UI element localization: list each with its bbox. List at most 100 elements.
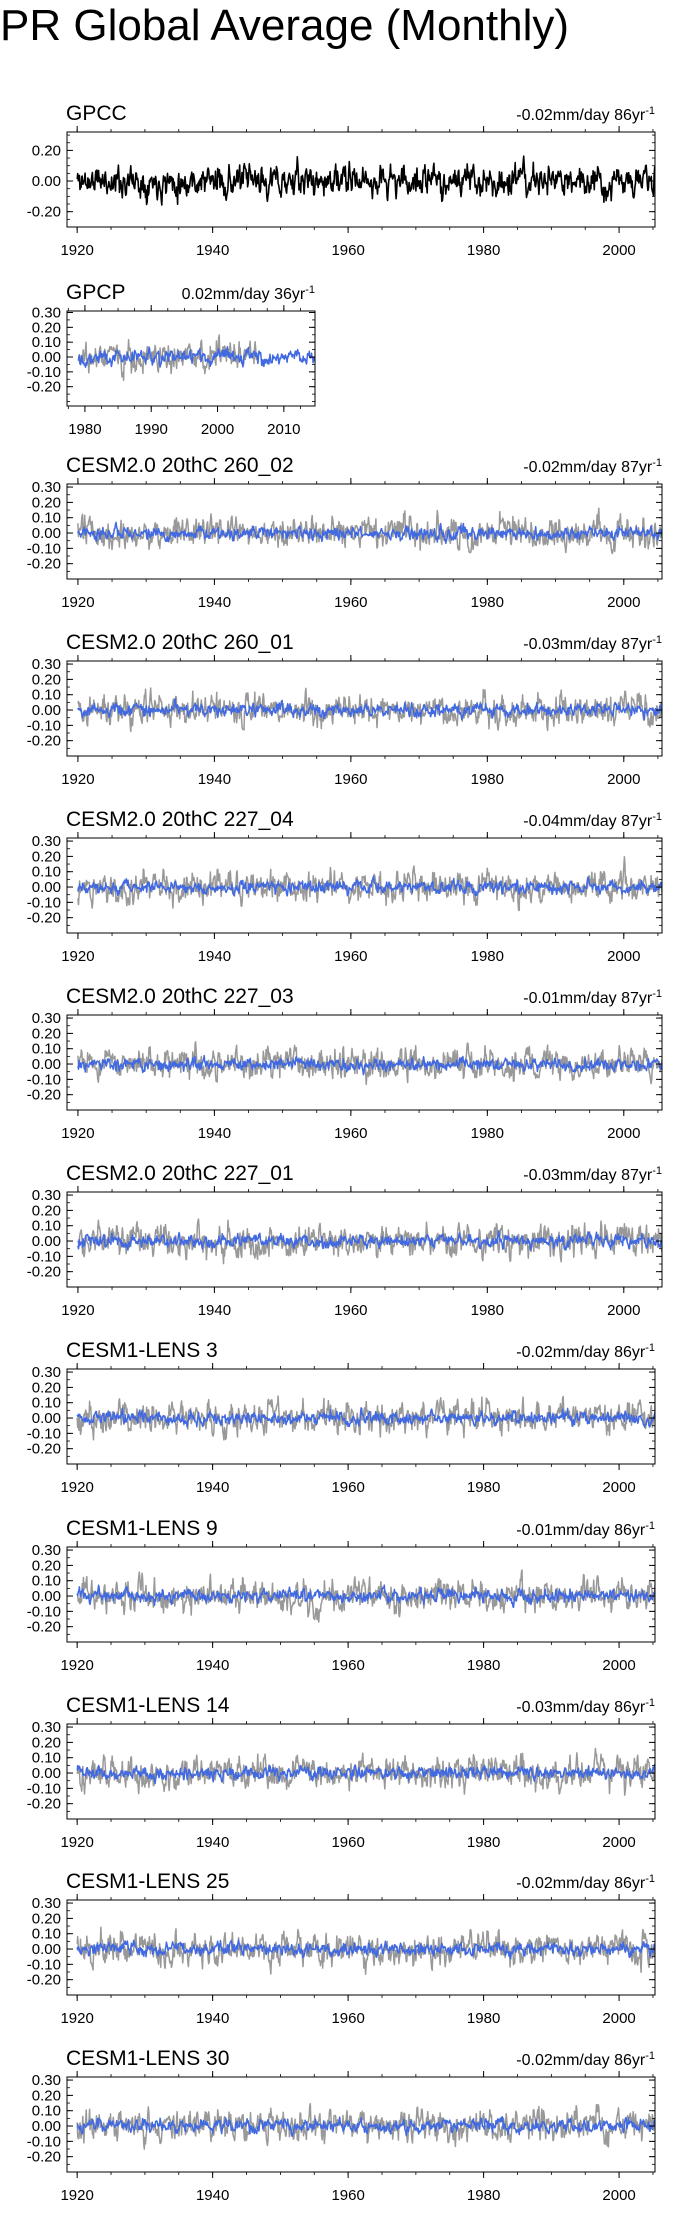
- plot-frame: [66, 1368, 656, 1465]
- trend-value: -0.03mm/day 87yr: [523, 636, 653, 653]
- panel-title: CESM2.0 20thC 227_03: [66, 985, 294, 1008]
- trend-exponent: -1: [645, 1342, 655, 1354]
- x-tick-label: 1960: [331, 1479, 364, 1496]
- y-tick-label: -0.20: [27, 1796, 61, 1813]
- x-tick-label: 1960: [331, 1834, 364, 1851]
- x-tick-label: 1980: [467, 1834, 500, 1851]
- y-tick-label: 0.00: [32, 1765, 61, 1782]
- y-tick-label: 0.20: [32, 848, 61, 865]
- x-tick-label: 1980: [467, 242, 500, 259]
- trend-exponent: -1: [652, 988, 662, 1000]
- x-tick-label: 1920: [61, 948, 94, 965]
- panel-trend: 0.02mm/day 36yr-1: [182, 284, 315, 303]
- y-tick-label: 0.30: [32, 1895, 61, 1912]
- x-tick-label: 1920: [60, 1657, 93, 1674]
- plot-frame: [66, 310, 316, 407]
- x-tick-label: 1960: [334, 1125, 367, 1142]
- series-line-reference: [76, 2102, 655, 2150]
- x-tick-label: 2000: [201, 421, 234, 438]
- panel-title: GPCC: [66, 102, 127, 125]
- series-line-main: [77, 1230, 662, 1251]
- panel-title: CESM1-LENS 30: [66, 2047, 229, 2070]
- series-line-main: [77, 875, 662, 897]
- plot-frame: [66, 483, 663, 580]
- y-tick-label: 0.00: [32, 1588, 61, 1605]
- y-tick-label: -0.20: [27, 1264, 61, 1281]
- x-tick-label: 2000: [607, 1125, 640, 1142]
- trend-value: -0.03mm/day 87yr: [523, 1167, 653, 1184]
- y-tick-label: 0.20: [32, 1202, 61, 1219]
- trend-value: -0.01mm/day 86yr: [516, 1522, 646, 1539]
- x-tick-label: 1960: [331, 2010, 364, 2027]
- plot-frame: [66, 1546, 656, 1643]
- panel-8: 0.300.200.100.00-0.10-0.20 1920 1940 1960 19…: [27, 1339, 656, 1496]
- y-tick-label: 0.20: [32, 1557, 61, 1574]
- y-tick-label: -0.20: [27, 1619, 61, 1636]
- panel-5: 0.300.200.100.00-0.10-0.20 1920 1940 1960 19…: [27, 808, 663, 965]
- y-tick-label: 0.00: [32, 2118, 61, 2135]
- panel-trend: -0.02mm/day 86yr-1: [516, 1342, 655, 1361]
- trend-exponent: -1: [305, 284, 315, 296]
- y-tick-label: -0.20: [27, 910, 61, 927]
- y-tick-label: -0.20: [27, 379, 61, 396]
- panel-3: 0.300.200.100.00-0.10-0.20 1920 1940 1960 19…: [27, 454, 663, 611]
- y-tick-label: 0.10: [32, 864, 61, 881]
- y-tick-label: -0.10: [27, 1425, 61, 1442]
- y-tick-label: -0.10: [27, 2133, 61, 2150]
- y-tick-label: 0.10: [32, 1573, 61, 1590]
- x-tick-label: 1940: [198, 771, 231, 788]
- panel-title: CESM1-LENS 25: [66, 1870, 229, 1893]
- panel-6: 0.300.200.100.00-0.10-0.20 1920 1940 1960 19…: [27, 985, 663, 1142]
- series-line-reference: [76, 1747, 655, 1796]
- y-tick-label: 0.10: [32, 1041, 61, 1058]
- y-tick-label: -0.10: [27, 364, 61, 381]
- panel-title: CESM1-LENS 9: [66, 1517, 218, 1540]
- y-tick-label: 0.20: [32, 494, 61, 511]
- page-title: PR Global Average (Monthly): [0, 1, 570, 50]
- panel-trend: -0.03mm/day 86yr-1: [516, 1697, 655, 1716]
- y-tick-label: 0.00: [32, 879, 61, 896]
- y-tick-label: -0.10: [27, 1071, 61, 1088]
- x-tick-label: 1920: [60, 2187, 93, 2204]
- panel-trend: -0.02mm/day 87yr-1: [523, 457, 662, 476]
- x-tick-label: 2000: [607, 948, 640, 965]
- y-tick-label: 0.00: [32, 349, 61, 366]
- y-tick-label: 0.10: [32, 2103, 61, 2120]
- y-tick-label: -0.20: [27, 733, 61, 750]
- y-tick-label: -0.10: [27, 1780, 61, 1797]
- x-tick-label: 1980: [467, 2187, 500, 2204]
- y-tick-label: -0.20: [27, 1972, 61, 1989]
- x-tick-label: 1980: [471, 594, 504, 611]
- x-tick-label: 1990: [135, 421, 168, 438]
- panel-trend: -0.02mm/day 86yr-1: [516, 1873, 655, 1892]
- x-tick-label: 1980: [471, 771, 504, 788]
- trend-exponent: -1: [652, 634, 662, 646]
- series-line-main: [76, 155, 655, 206]
- y-tick-label: 0.00: [32, 1410, 61, 1427]
- series-line-main: [76, 1584, 655, 1609]
- x-tick-label: 1980: [467, 1657, 500, 1674]
- x-tick-label: 1980: [68, 421, 101, 438]
- x-tick-label: 1940: [198, 594, 231, 611]
- y-tick-label: -0.10: [27, 1956, 61, 1973]
- plot-frame: [66, 131, 656, 228]
- y-tick-label: -0.20: [27, 204, 61, 221]
- y-tick-label: 0.10: [32, 1218, 61, 1235]
- trend-value: -0.02mm/day 86yr: [516, 1344, 646, 1361]
- y-tick-label: 0.20: [32, 1734, 61, 1751]
- series-line-main: [77, 345, 315, 368]
- y-tick-label: 0.30: [32, 304, 61, 321]
- y-tick-label: 0.00: [32, 1941, 61, 1958]
- y-tick-label: 0.20: [32, 319, 61, 336]
- y-tick-label: -0.20: [27, 1441, 61, 1458]
- trend-exponent: -1: [645, 1873, 655, 1885]
- trend-value: -0.04mm/day 87yr: [523, 813, 653, 830]
- x-tick-label: 1980: [467, 2010, 500, 2027]
- panel-1: 0.20 0.00 -0.20 1920 1940 1960 1980 2000 GPCC -0.…: [27, 102, 656, 259]
- y-tick-label: 0.00: [32, 1056, 61, 1073]
- panel-trend: -0.03mm/day 87yr-1: [523, 1165, 662, 1184]
- y-tick-label: 0.30: [32, 2072, 61, 2089]
- plot-frame: [66, 1191, 663, 1288]
- y-tick-label: 0.20: [32, 1910, 61, 1927]
